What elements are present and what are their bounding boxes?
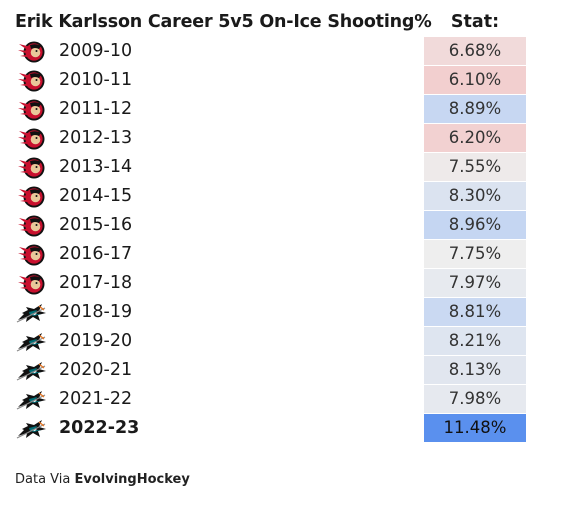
table-row: 2010-11 6.10% <box>0 66 567 95</box>
stat-column-header: Stat: <box>450 12 500 32</box>
season-label: 2022-23 <box>59 418 140 438</box>
stat-value-cell: 7.97% <box>424 269 526 298</box>
table-row: 2017-18 7.97% <box>0 269 567 298</box>
table-row: 2012-13 6.20% <box>0 124 567 153</box>
san-jose-sharks-logo-icon <box>15 330 49 354</box>
chart-title: Erik Karlsson Career 5v5 On-Ice Shooting… <box>15 12 432 32</box>
stat-value-cell: 8.30% <box>424 182 526 211</box>
san-jose-sharks-logo-icon <box>15 388 49 412</box>
stat-value-cell: 8.21% <box>424 327 526 356</box>
table-row: 2011-12 8.89% <box>0 95 567 124</box>
ottawa-senators-logo-icon <box>15 214 49 238</box>
table-row: 2016-17 7.75% <box>0 240 567 269</box>
season-label: 2017-18 <box>59 273 133 293</box>
ottawa-senators-logo-icon <box>15 127 49 151</box>
ottawa-senators-logo-icon <box>15 156 49 180</box>
season-label: 2018-19 <box>59 302 133 322</box>
stat-value-cell: 8.13% <box>424 356 526 385</box>
source-prefix: Data Via <box>15 472 71 487</box>
table-row: 2022-23 11.48% <box>0 414 567 443</box>
table-row: 2021-22 7.98% <box>0 385 567 414</box>
table-row: 2013-14 7.55% <box>0 153 567 182</box>
source-credit: Data Via EvolvingHockey <box>15 472 190 487</box>
san-jose-sharks-logo-icon <box>15 417 49 441</box>
ottawa-senators-logo-icon <box>15 272 49 296</box>
san-jose-sharks-logo-icon <box>15 359 49 383</box>
stat-value-cell: 8.81% <box>424 298 526 327</box>
season-label: 2019-20 <box>59 331 133 351</box>
ottawa-senators-logo-icon <box>15 243 49 267</box>
stat-value-cell: 8.96% <box>424 211 526 240</box>
season-label: 2009-10 <box>59 41 133 61</box>
table-body: 2009-10 6.68% 2010-11 6.10% 2011-12 8.89% 2012… <box>0 37 567 443</box>
stat-value-cell: 11.48% <box>424 414 526 443</box>
stat-value-cell: 6.20% <box>424 124 526 153</box>
table-row: 2009-10 6.68% <box>0 37 567 66</box>
stat-value-cell: 7.98% <box>424 385 526 414</box>
san-jose-sharks-logo-icon <box>15 301 49 325</box>
stat-value-cell: 7.55% <box>424 153 526 182</box>
table-row: 2018-19 8.81% <box>0 298 567 327</box>
stat-value-cell: 8.89% <box>424 95 526 124</box>
season-label: 2020-21 <box>59 360 133 380</box>
season-label: 2016-17 <box>59 244 133 264</box>
season-label: 2013-14 <box>59 157 133 177</box>
table-row: 2020-21 8.13% <box>0 356 567 385</box>
stat-value-cell: 7.75% <box>424 240 526 269</box>
source-name: EvolvingHockey <box>74 472 190 487</box>
ottawa-senators-logo-icon <box>15 69 49 93</box>
ottawa-senators-logo-icon <box>15 98 49 122</box>
stat-value-cell: 6.10% <box>424 66 526 95</box>
season-label: 2012-13 <box>59 128 133 148</box>
season-label: 2010-11 <box>59 70 133 90</box>
ottawa-senators-logo-icon <box>15 40 49 64</box>
season-label: 2015-16 <box>59 215 133 235</box>
season-label: 2014-15 <box>59 186 133 206</box>
stat-value-cell: 6.68% <box>424 37 526 66</box>
season-label: 2021-22 <box>59 389 133 409</box>
table-row: 2019-20 8.21% <box>0 327 567 356</box>
ottawa-senators-logo-icon <box>15 185 49 209</box>
table-row: 2015-16 8.96% <box>0 211 567 240</box>
season-label: 2011-12 <box>59 99 133 119</box>
table-row: 2014-15 8.30% <box>0 182 567 211</box>
